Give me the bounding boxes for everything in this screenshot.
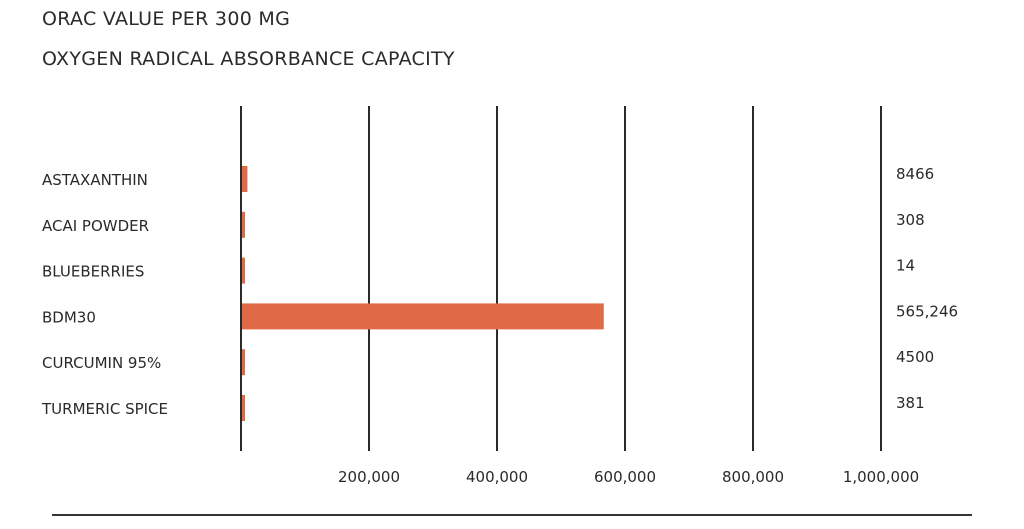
x-tick-label: 200,000 <box>338 468 400 486</box>
bottom-divider <box>52 514 972 516</box>
bar-acai-powder <box>242 211 245 238</box>
bar-astaxanthin <box>242 166 248 192</box>
x-tick-label: 600,000 <box>594 468 656 486</box>
category-label: ACAI POWDER <box>42 217 149 235</box>
value-label: 308 <box>896 211 925 229</box>
chart-title: ORAC VALUE PER 300 MG <box>42 8 291 30</box>
value-label: 4500 <box>896 348 934 366</box>
category-label: TURMERIC SPICE <box>41 400 168 418</box>
category-label: ASTAXANTHIN <box>42 171 148 189</box>
value-label: 565,246 <box>896 302 958 320</box>
bar-bdm30 <box>242 303 604 330</box>
value-label: 8466 <box>896 165 934 183</box>
chart-subtitle: OXYGEN RADICAL ABSORBANCE CAPACITY <box>42 48 455 70</box>
bar-blueberries <box>242 257 245 284</box>
category-label: BDM30 <box>42 308 96 326</box>
bar-curcumin-95- <box>242 349 245 376</box>
x-tick-label: 1,000,000 <box>843 468 919 486</box>
value-label: 381 <box>896 394 925 412</box>
x-tick-label: 400,000 <box>466 468 528 486</box>
category-label: BLUEBERRIES <box>42 263 144 281</box>
x-tick-label: 800,000 <box>722 468 784 486</box>
category-label: CURCUMIN 95% <box>42 354 161 372</box>
value-label: 14 <box>896 257 915 275</box>
bar-turmeric-spice <box>242 395 245 421</box>
